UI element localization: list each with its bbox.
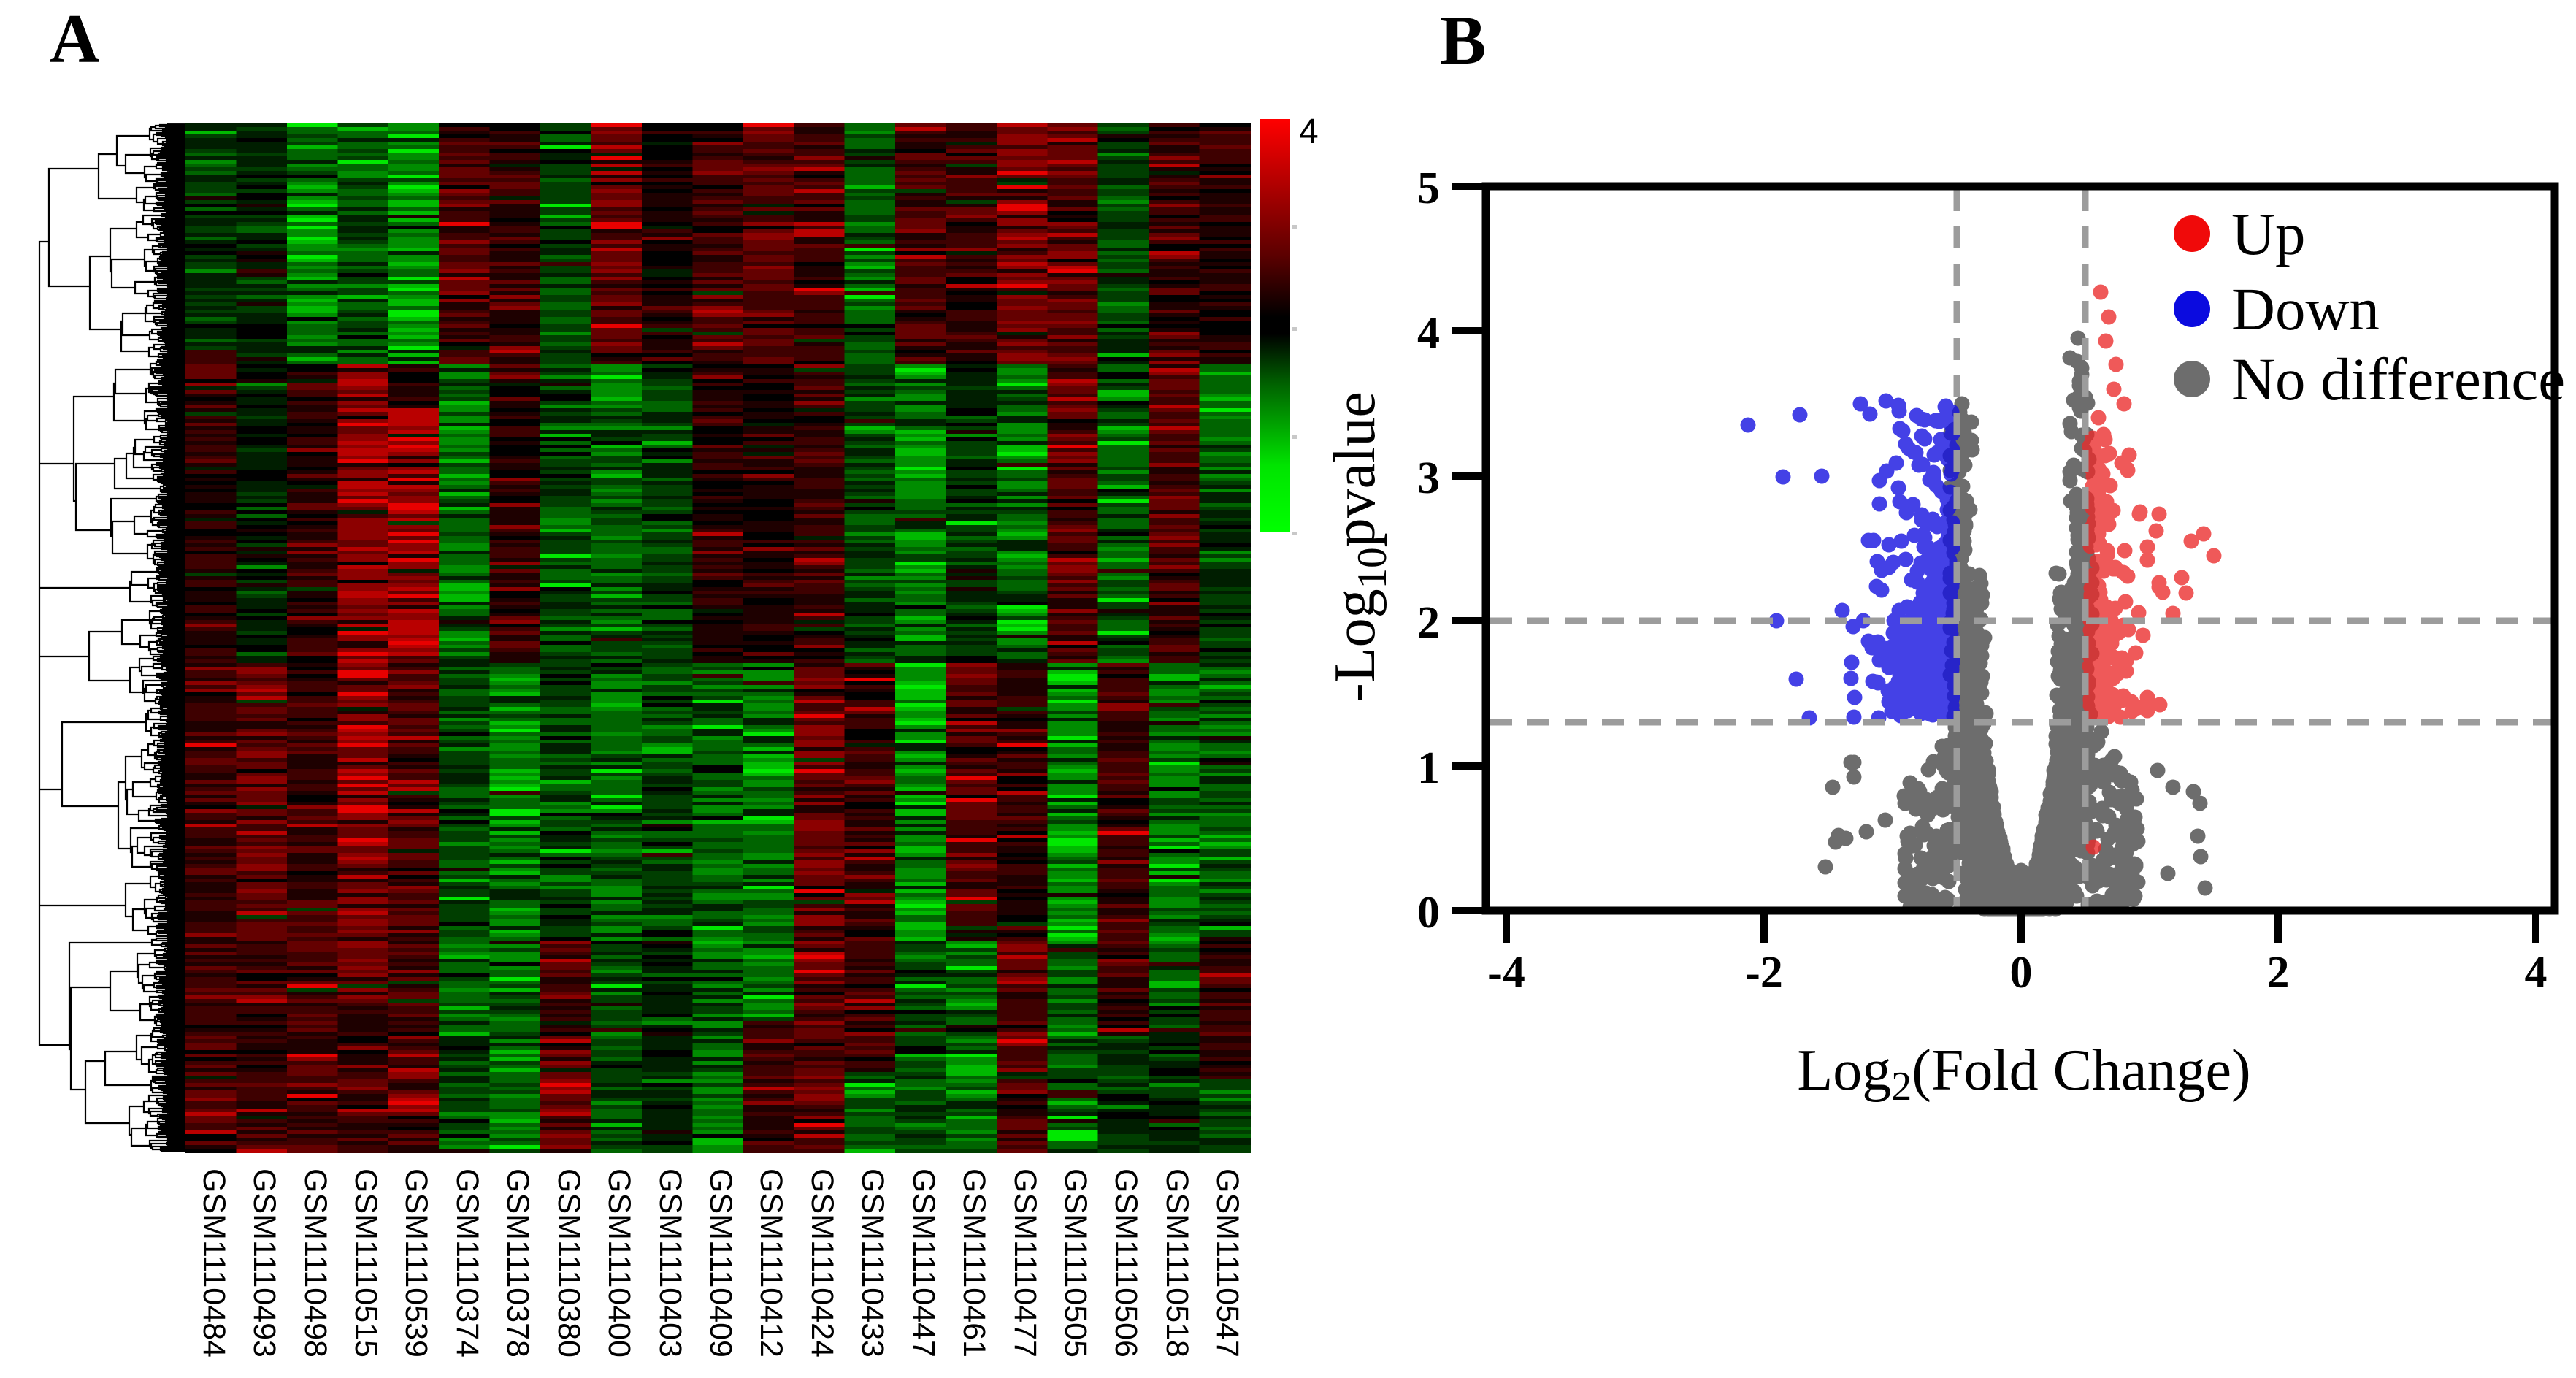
svg-text:GSM1110547: GSM1110547 (1210, 1168, 1245, 1358)
svg-text:GSM1110484: GSM1110484 (196, 1168, 231, 1358)
svg-text:GSM1110506: GSM1110506 (1108, 1168, 1143, 1358)
svg-text:-4: -4 (1487, 948, 1525, 998)
svg-text:Down: Down (2231, 275, 2380, 342)
svg-text:GSM1110515: GSM1110515 (348, 1168, 383, 1358)
svg-text:4: 4 (1299, 112, 1319, 151)
svg-text:GSM1110433: GSM1110433 (855, 1168, 890, 1358)
svg-text:GSM1110518: GSM1110518 (1159, 1168, 1195, 1358)
svg-text:GSM1110400: GSM1110400 (602, 1168, 637, 1358)
svg-text:GSM1110424: GSM1110424 (805, 1168, 840, 1358)
svg-text:GSM1110539: GSM1110539 (399, 1168, 434, 1358)
svg-text:1: 1 (1417, 743, 1440, 793)
svg-text:GSM1110498: GSM1110498 (298, 1168, 333, 1358)
svg-text:4: 4 (1417, 308, 1440, 358)
svg-text:0: 0 (1417, 888, 1440, 938)
svg-text:-2: -2 (1745, 948, 1783, 998)
svg-text:5: 5 (1417, 164, 1440, 213)
svg-text:GSM1110477: GSM1110477 (1008, 1168, 1043, 1358)
svg-text:-Log10pvalue: -Log10pvalue (1323, 391, 1395, 703)
svg-text:No difference: No difference (2231, 345, 2565, 413)
svg-text:GSM1110380: GSM1110380 (551, 1168, 586, 1358)
svg-text:GSM1110403: GSM1110403 (653, 1168, 688, 1358)
svg-text:GSM1110493: GSM1110493 (247, 1168, 282, 1358)
svg-text:2: 2 (2267, 948, 2290, 998)
svg-text:A: A (50, 0, 100, 77)
svg-text:GSM1110412: GSM1110412 (754, 1168, 789, 1358)
svg-text:GSM1110378: GSM1110378 (500, 1168, 535, 1358)
svg-text:GSM1110374: GSM1110374 (450, 1168, 485, 1358)
svg-text:3: 3 (1417, 453, 1440, 503)
svg-text:Log2(Fold Change): Log2(Fold Change) (1797, 1038, 2250, 1109)
svg-text:0: 0 (2010, 948, 2033, 998)
svg-text:2: 2 (1417, 598, 1440, 648)
svg-text:GSM1110447: GSM1110447 (906, 1168, 941, 1358)
svg-text:GSM1110505: GSM1110505 (1058, 1168, 1093, 1358)
svg-text:GSM1110409: GSM1110409 (703, 1168, 738, 1358)
svg-text:GSM1110461: GSM1110461 (957, 1168, 992, 1358)
svg-text:B: B (1440, 1, 1486, 79)
svg-text:4: 4 (2525, 948, 2548, 998)
svg-text:Up: Up (2231, 200, 2305, 267)
